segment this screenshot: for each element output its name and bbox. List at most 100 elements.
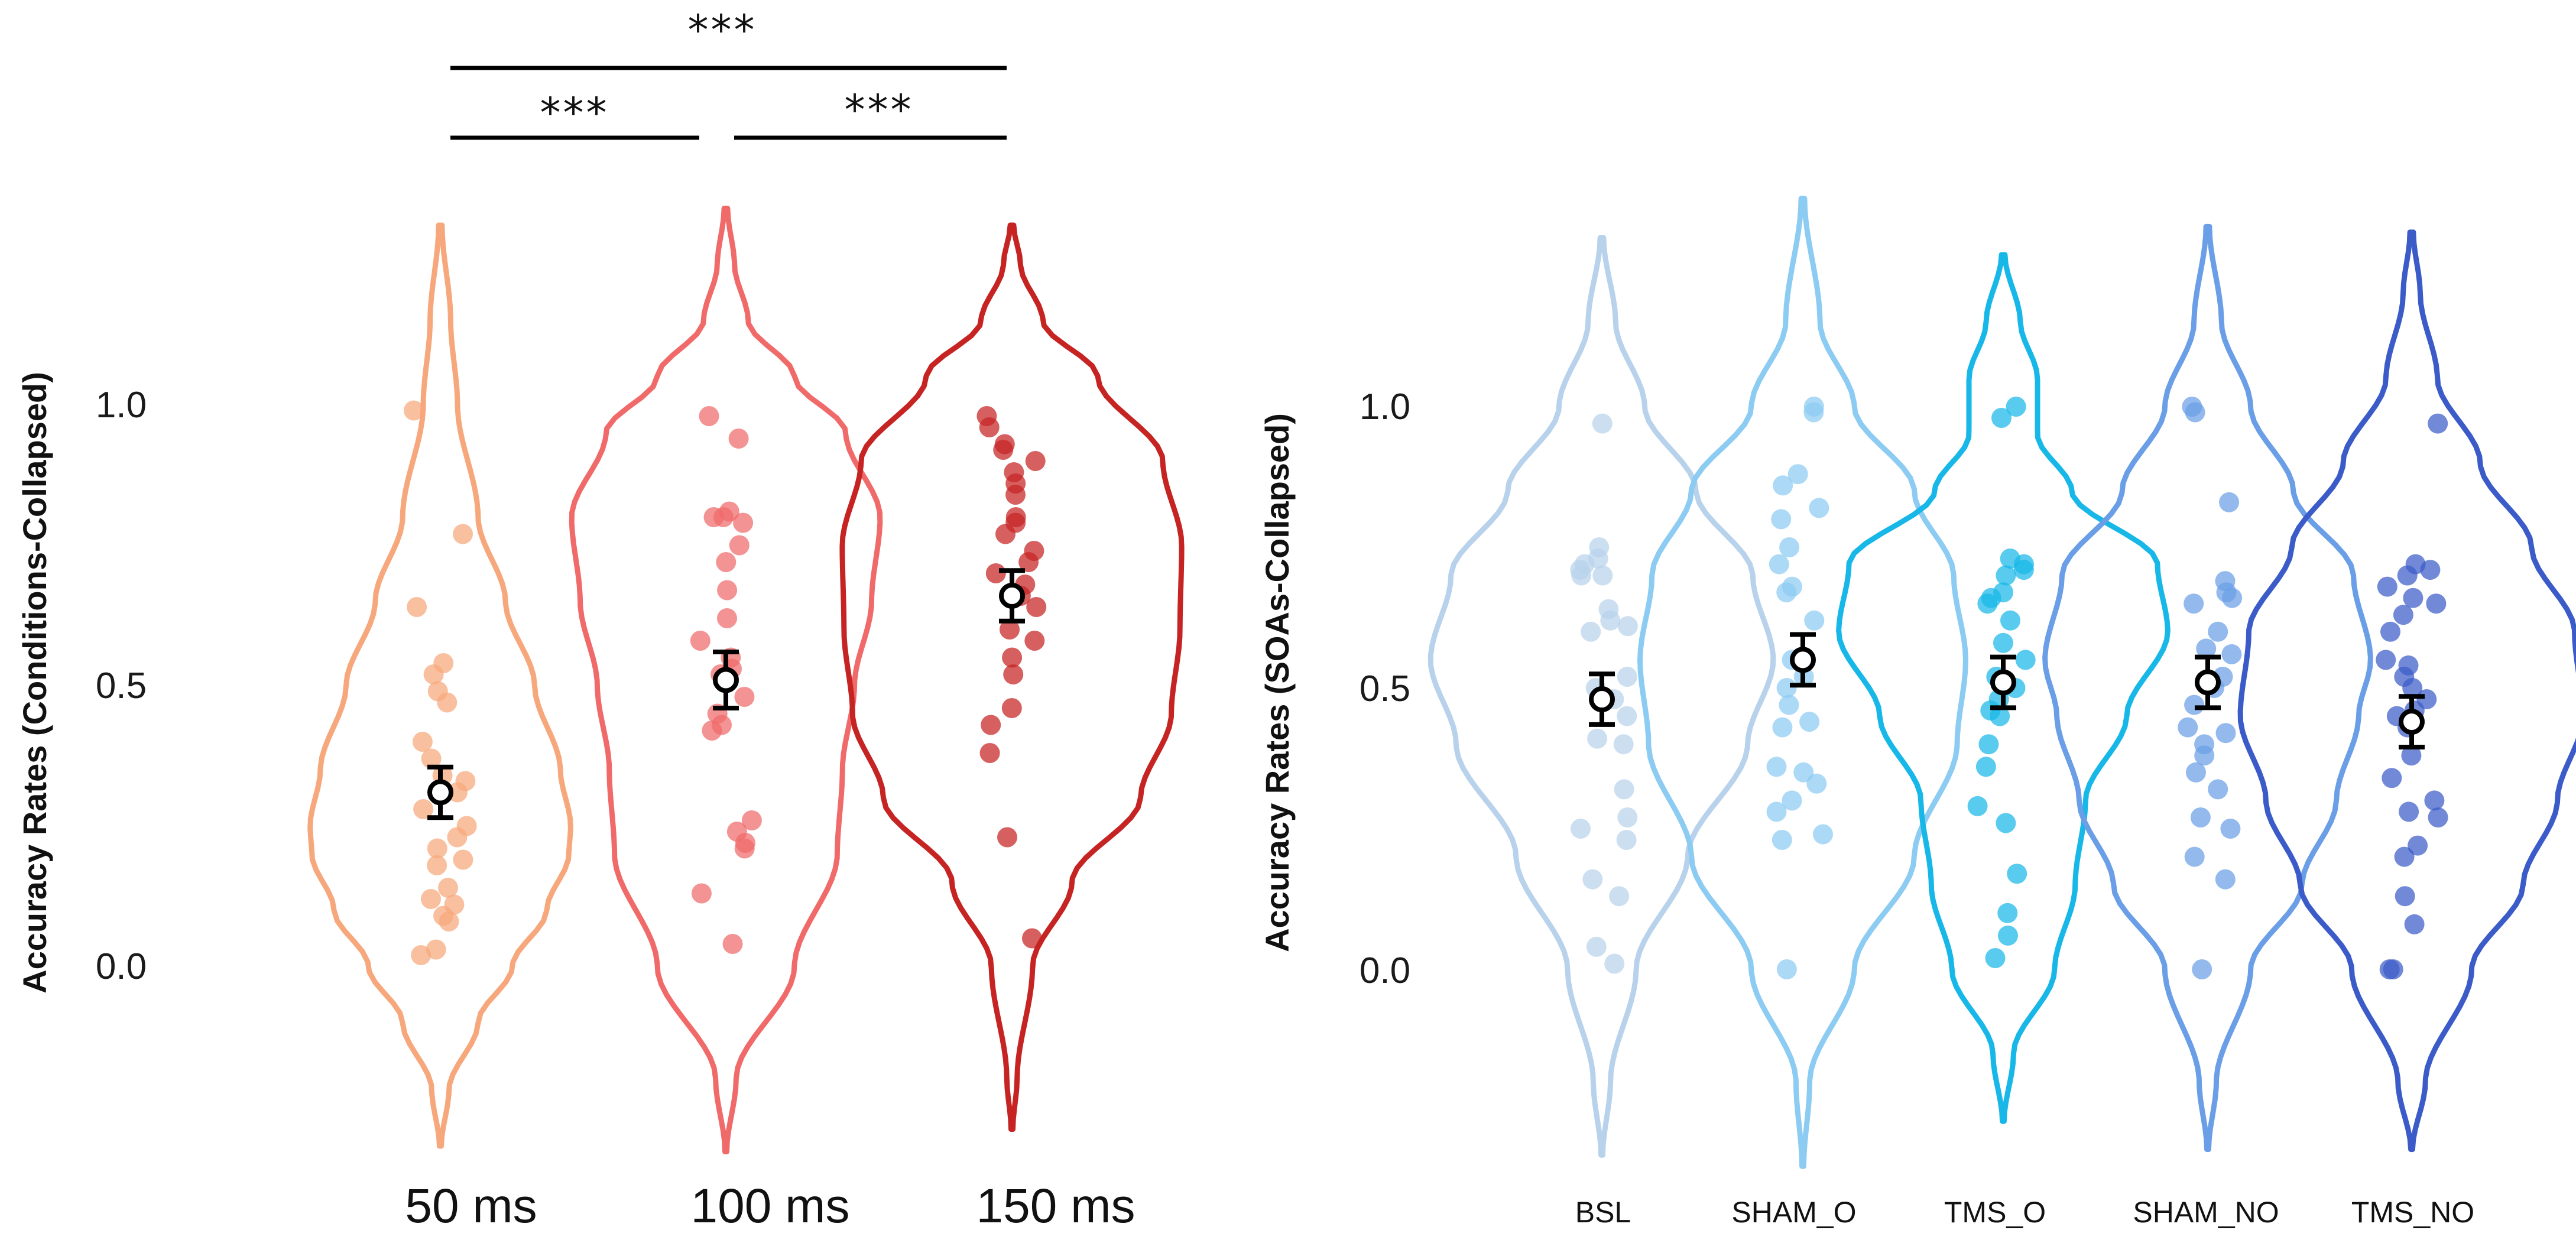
sig-label-50-150: *** [688,6,757,54]
left-violin-group-2 [839,222,1185,1132]
right-panel: Accuracy Rates (SOAs-Collapsed) 0.0 0.5 … [1258,196,2576,1229]
left-data-point [1000,619,1020,640]
right-data-point [2215,869,2236,890]
right-data-point [1772,830,1792,850]
right-data-point [2215,723,2236,744]
right-data-point [1776,959,1797,979]
right-data-point [1809,498,1829,518]
left-panel: Accuracy Rates (Conditions-Collapsed) 0.… [16,6,1185,1233]
left-error-bar-2 [999,568,1025,624]
right-y-ticks: 0.0 0.5 1.0 [1360,387,1410,991]
right-data-point [1581,621,1601,642]
right-error-bar-4 [2399,694,2425,749]
right-data-point [1616,830,1637,850]
left-xtick-1: 100 ms [691,1179,850,1233]
right-xtick-2: TMS_O [1944,1196,2046,1229]
right-x-ticks: BSL SHAM_O TMS_O SHAM_NO TMS_NO [1575,1196,2474,1229]
left-data-point [453,524,473,544]
right-data-point [1804,610,1825,631]
right-ytick-0: 0.0 [1360,950,1410,991]
right-data-point [2194,745,2215,766]
right-data-point [1614,779,1634,800]
left-data-point [995,524,1016,544]
right-violin-outline-2 [1836,252,2171,1124]
right-data-point [2393,605,2413,625]
right-data-point [2185,402,2205,423]
left-violin-outline-0 [307,222,573,1149]
right-data-point [1766,757,1787,777]
right-data-point [1766,801,1787,822]
left-data-point [997,827,1017,848]
right-data-point [1776,582,1797,603]
right-data-point [2420,560,2441,580]
left-data-point [438,878,458,898]
right-violin-outline-1 [1637,196,1968,1169]
right-violin-group-4 [2237,229,2576,1153]
left-data-point [1002,647,1023,668]
right-data-point [1996,813,2016,833]
left-data-point [1026,597,1047,617]
left-data-point [1003,664,1024,684]
left-violin-group-0 [307,222,573,1149]
right-data-point [1772,717,1793,738]
left-data-point [437,692,458,713]
right-data-point [1977,593,1998,614]
left-data-point [993,440,1014,460]
right-data-point [1617,667,1637,687]
right-y-axis-label: Accuracy Rates (SOAs-Collapsed) [1258,413,1296,952]
left-x-ticks: 50 ms 100 ms 150 ms [405,1179,1135,1233]
left-data-point [453,849,473,870]
left-mean-marker-0 [427,779,453,806]
left-data-point [728,429,749,449]
left-y-axis-label: Accuracy Rates (Conditions-Collapsed) [16,372,53,994]
right-data-point [2383,959,2403,979]
right-xtick-4: TMS_NO [2351,1196,2474,1229]
right-data-point [1613,734,1634,755]
left-violin-outline-2 [839,222,1185,1132]
right-data-point [1813,824,1833,845]
left-data-point [690,631,710,651]
right-data-point [1586,936,1607,957]
left-data-point [447,827,468,848]
left-data-point [427,855,447,875]
right-data-point [1617,706,1637,726]
left-data-point [717,608,737,628]
right-data-point [2408,835,2428,856]
right-violins [1427,196,2576,1169]
left-data-point [979,743,1000,763]
right-data-point [1571,565,1592,586]
left-data-point [423,664,444,684]
right-data-point [1592,413,1613,434]
right-data-point [1769,554,1789,575]
left-violins [307,206,1185,1154]
right-mean-marker-3 [2195,669,2221,696]
left-data-point [985,563,1006,583]
sig-label-50-100: *** [540,89,609,137]
right-data-point [1998,925,2018,946]
left-data-point [407,597,427,617]
right-data-point [1587,728,1608,749]
left-data-point [447,782,468,803]
right-violin-group-1 [1637,196,1968,1169]
right-ytick-1: 0.5 [1360,668,1410,709]
right-violin-group-3 [2042,223,2373,1153]
left-mean-marker-2 [999,583,1025,609]
right-data-point [2377,576,2397,597]
right-data-point [2402,678,2423,698]
sig-label-100-150: *** [845,86,914,134]
right-data-point [1996,565,2016,586]
left-data-point [722,934,743,954]
left-data-point [981,715,1001,735]
left-error-bar-1 [713,650,739,710]
right-data-point [1985,948,2006,968]
left-data-point [733,512,754,533]
left-data-point [691,883,712,904]
right-data-point [1773,475,1793,496]
left-xtick-0: 50 ms [405,1179,537,1233]
right-data-point [2186,762,2206,783]
right-data-point [2015,650,2036,670]
right-data-point [2401,745,2422,766]
right-violin-group-2 [1836,252,2171,1124]
right-data-point [2380,621,2400,642]
left-data-point [427,838,447,859]
